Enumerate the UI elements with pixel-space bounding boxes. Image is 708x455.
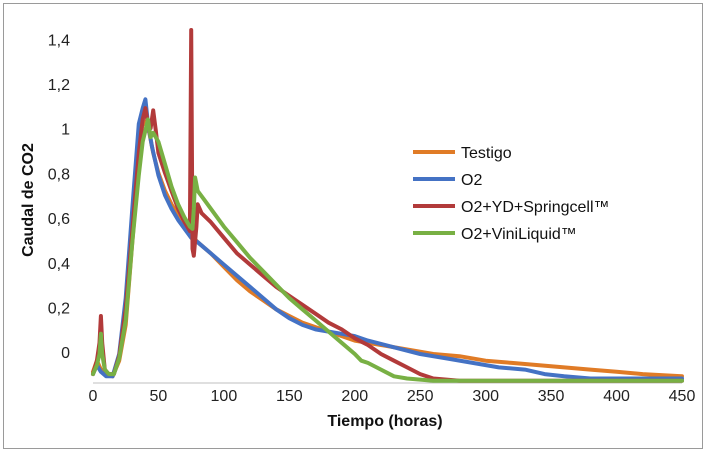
series-line	[91, 97, 684, 381]
series-lines	[91, 28, 684, 383]
legend-label: O2+YD+Springcell™	[461, 199, 610, 216]
legend-label: O2+ViniLiquid™	[461, 226, 577, 243]
x-tick-label: 0	[89, 388, 98, 405]
x-tick-label: 300	[472, 388, 499, 405]
x-axis-title: Tiempo (horas)	[327, 413, 442, 430]
y-axis-title: Caudal de CO2	[20, 143, 37, 257]
x-tick-label: 450	[669, 388, 696, 405]
x-tick-label: 50	[150, 388, 168, 405]
series-line	[91, 117, 684, 383]
x-tick-label: 350	[538, 388, 565, 405]
y-axis-ticks: 0 0,2 0,4 0,6 0,8 1 1,2 1,4	[48, 32, 70, 362]
y-tick-label: 1,4	[48, 32, 70, 49]
y-tick-label: 1	[61, 122, 70, 139]
x-tick-label: 100	[211, 388, 238, 405]
x-tick-label: 150	[276, 388, 303, 405]
legend-label: Testigo	[461, 145, 512, 162]
y-tick-label: 0	[61, 345, 70, 362]
y-tick-label: 0,4	[48, 256, 70, 273]
chart-frame	[3, 3, 703, 449]
y-tick-label: 0,8	[48, 166, 70, 183]
x-axis-ticks: 0 50 100 150 200 250 300 350 400 450	[89, 388, 696, 405]
y-tick-label: 1,2	[48, 77, 70, 94]
x-tick-label: 200	[341, 388, 368, 405]
x-tick-label: 250	[407, 388, 434, 405]
series-line	[91, 117, 684, 379]
legend-label: O2	[461, 172, 482, 189]
y-tick-label: 0,6	[48, 211, 70, 228]
chart-legend: Testigo O2 O2+YD+Springcell™ O2+ViniLiquid™	[413, 145, 610, 243]
y-tick-label: 0,2	[48, 300, 70, 317]
x-tick-label: 400	[603, 388, 630, 405]
